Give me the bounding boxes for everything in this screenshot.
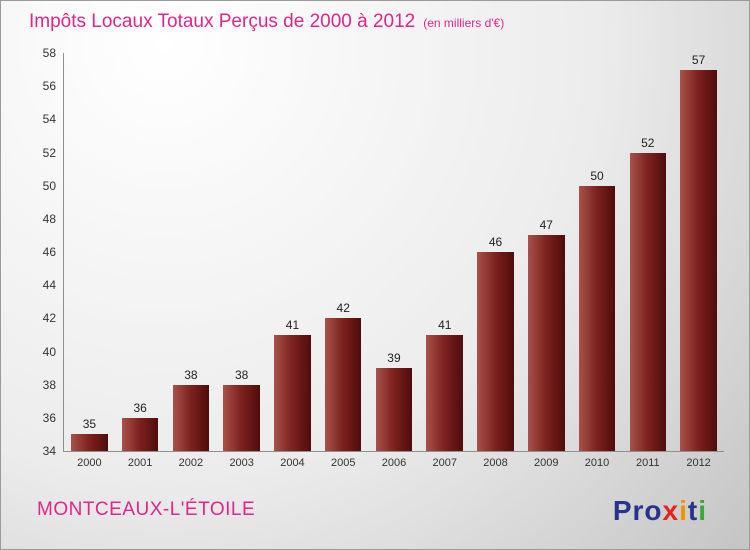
bar-value-label: 38	[235, 367, 249, 382]
bar	[477, 252, 514, 451]
y-axis: 34 36 38 40 42 44 46 48 50 52 54 56 58	[12, 46, 64, 458]
x-tick-label: 2003	[229, 457, 254, 469]
chart-title: Impôts Locaux Totaux Perçus de 2000 à 20…	[29, 11, 416, 32]
bar-value-label: 35	[82, 417, 97, 432]
x-tick-label: 2010	[584, 457, 610, 469]
bar	[172, 384, 210, 451]
bar-column: 57	[673, 53, 724, 451]
bar-column: 38	[216, 53, 267, 451]
y-tick-label: 46	[42, 245, 56, 259]
x-tick-label: 2009	[534, 457, 559, 469]
x-tick-label: 2000	[77, 457, 102, 469]
bar	[375, 368, 413, 451]
bar-column: 35	[64, 53, 115, 451]
bar-value-label: 52	[641, 135, 655, 150]
y-tick-label: 34	[42, 444, 56, 458]
x-tick-label: 2004	[280, 457, 305, 469]
bar	[629, 152, 667, 451]
x-tick-label: 2005	[330, 457, 356, 469]
bar-column: 39	[369, 53, 420, 451]
y-tick-label: 58	[42, 46, 56, 60]
y-tick-label: 48	[42, 211, 56, 226]
x-tick-label: 2007	[432, 457, 457, 469]
bar	[274, 334, 311, 451]
bar-value-label: 57	[691, 53, 706, 67]
bar-column: 38	[166, 53, 217, 451]
x-tick-label: 2011	[635, 457, 660, 469]
bar-column: 41	[419, 53, 470, 451]
x-tick-label: 2002	[178, 457, 204, 469]
bar-column: 50	[572, 53, 623, 451]
bar-value-label: 41	[438, 317, 452, 332]
y-tick-label: 38	[42, 377, 56, 392]
bar	[426, 334, 464, 451]
bar	[121, 417, 159, 451]
bar-value-label: 38	[184, 367, 198, 382]
x-tick-label: 2012	[686, 457, 711, 469]
y-tick-label: 54	[42, 112, 56, 127]
bar	[578, 185, 616, 451]
chart-subtitle: (en milliers d'€)	[423, 16, 505, 30]
bar-column: 46	[470, 53, 521, 451]
bar-value-label: 47	[539, 218, 553, 233]
logo-letter: x	[662, 495, 680, 526]
logo-letter: i	[698, 495, 707, 526]
x-tick-label: 2006	[381, 457, 407, 469]
x-tick-label: 2008	[483, 457, 508, 469]
bar-value-label: 36	[133, 400, 147, 415]
bar-value-label: 39	[387, 351, 401, 366]
y-tick-label: 52	[42, 145, 56, 160]
logo-letter: o	[644, 495, 663, 526]
plot-area: 35 36 38 38 41 42 39 41 46 47 50 52 57	[64, 53, 724, 451]
logo-letter: t	[687, 495, 699, 526]
bar-column: 52	[622, 53, 673, 451]
bar-column: 36	[115, 53, 166, 451]
y-tick-label: 36	[42, 410, 56, 425]
y-tick-label: 56	[42, 79, 56, 94]
y-tick-label: 40	[42, 344, 56, 359]
bar	[680, 70, 717, 451]
bar	[324, 318, 362, 451]
bar-value-label: 42	[336, 301, 350, 316]
bar-value-label: 50	[590, 168, 604, 183]
x-axis: 2000 2001 2002 2003 2004 2005 2006 2007 2008 2009…	[64, 457, 724, 469]
bar-value-label: 46	[488, 235, 503, 249]
y-tick-label: 44	[42, 278, 56, 293]
bar-column: 42	[318, 53, 369, 451]
logo-letter: P	[612, 495, 633, 526]
bar-column: 47	[521, 53, 572, 451]
bar	[71, 434, 108, 451]
y-tick-label: 42	[42, 311, 56, 326]
y-tick-label: 50	[42, 178, 56, 193]
bar-column: 41	[267, 53, 318, 451]
bar-chart: 34 36 38 40 42 44 46 48 50 52 54 56 58 35 36 38 38 41 42 3…	[43, 46, 724, 469]
bar-value-label: 41	[285, 317, 300, 332]
x-tick-label: 2001	[127, 457, 153, 469]
logo-letter: r	[632, 495, 645, 526]
location-label: MONTCEAUX-L'ÉTOILE	[37, 499, 256, 520]
bar	[528, 235, 565, 451]
chart-title-row: Impôts Locaux Totaux Perçus de 2000 à 20…	[29, 11, 504, 33]
logo-letter: i	[679, 495, 688, 526]
bar	[223, 384, 260, 451]
proxiti-logo: Proxiti	[613, 495, 707, 527]
